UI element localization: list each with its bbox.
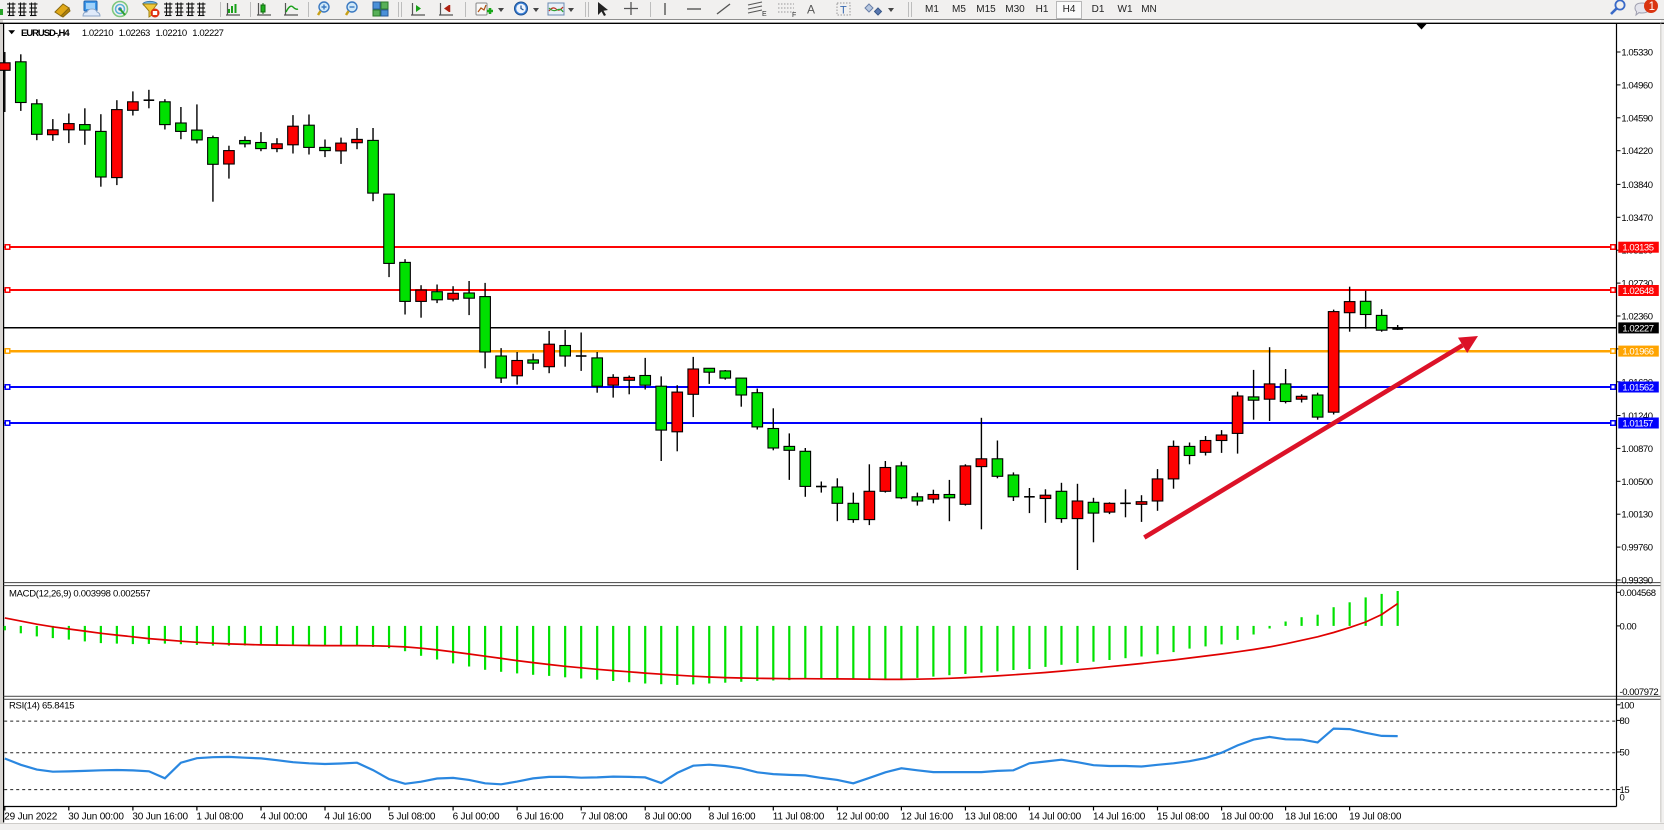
svg-text:1.04960: 1.04960 [1621,80,1652,91]
svg-text:1.00500: 1.00500 [1621,477,1652,488]
svg-text:1.02227: 1.02227 [1622,323,1653,334]
svg-text:18 Jul 16:00: 18 Jul 16:00 [1285,812,1338,823]
svg-text:12 Jul 16:00: 12 Jul 16:00 [901,812,954,823]
svg-text:1.03470: 1.03470 [1621,213,1652,224]
svg-text:14 Jul 16:00: 14 Jul 16:00 [1093,812,1146,823]
svg-text:11 Jul 08:00: 11 Jul 08:00 [773,812,825,823]
svg-text:6 Jul 16:00: 6 Jul 16:00 [517,812,564,823]
svg-text:F: F [792,12,796,19]
svg-text:1.03135: 1.03135 [1622,243,1653,254]
svg-text:14 Jul 00:00: 14 Jul 00:00 [1029,812,1082,823]
svg-text:RSI(14) 65.8415: RSI(14) 65.8415 [9,701,74,712]
svg-text:18 Jul 00:00: 18 Jul 00:00 [1221,812,1274,823]
svg-text:15 Jul 08:00: 15 Jul 08:00 [1157,812,1210,823]
svg-text:1: 1 [1649,1,1655,13]
svg-text:1.00130: 1.00130 [1621,510,1652,521]
svg-text:0: 0 [1620,793,1625,804]
svg-text:4 Jul 16:00: 4 Jul 16:00 [325,812,372,823]
svg-text:EURUSD-,H4: EURUSD-,H4 [21,28,70,39]
svg-text:4 Jul 00:00: 4 Jul 00:00 [261,812,308,823]
svg-text:29 Jun 2022: 29 Jun 2022 [4,812,57,823]
svg-text:80: 80 [1620,716,1630,727]
svg-text:A: A [807,3,815,17]
svg-text:12 Jul 00:00: 12 Jul 00:00 [837,812,890,823]
svg-text:1.02360: 1.02360 [1621,312,1652,323]
svg-text:1.01240: 1.01240 [1621,411,1652,422]
svg-text:E: E [762,11,767,18]
svg-text:0.99390: 0.99390 [1621,576,1652,587]
svg-text:1 Jul 08:00: 1 Jul 08:00 [196,812,243,823]
svg-text:0.004568: 0.004568 [1620,588,1656,599]
svg-text:1.04590: 1.04590 [1621,113,1652,124]
svg-text:6 Jul 00:00: 6 Jul 00:00 [453,812,500,823]
svg-text:19 Jul 08:00: 19 Jul 08:00 [1349,812,1402,823]
svg-text:8 Jul 00:00: 8 Jul 00:00 [645,812,692,823]
svg-text:1.01562: 1.01562 [1622,383,1653,394]
svg-text:30 Jun 16:00: 30 Jun 16:00 [132,812,188,823]
svg-text:15: 15 [1620,785,1630,796]
svg-text:8 Jul 16:00: 8 Jul 16:00 [709,812,756,823]
svg-text:5 Jul 08:00: 5 Jul 08:00 [389,812,436,823]
svg-text:30 Jun 00:00: 30 Jun 00:00 [68,812,124,823]
svg-text:0.99760: 0.99760 [1621,543,1652,554]
svg-text:1.01966: 1.01966 [1622,347,1653,358]
svg-text:13 Jul 08:00: 13 Jul 08:00 [965,812,1018,823]
svg-text:-0.007972: -0.007972 [1620,687,1659,698]
svg-text:50: 50 [1620,748,1630,759]
svg-text:1.01157: 1.01157 [1622,419,1653,430]
svg-text:1.03840: 1.03840 [1621,180,1652,191]
svg-text:MACD(12,26,9) 0.003998 0.00255: MACD(12,26,9) 0.003998 0.002557 [9,589,150,600]
svg-text:0.00: 0.00 [1620,621,1637,632]
svg-text:T: T [840,5,847,17]
svg-text:1.02730: 1.02730 [1621,279,1652,290]
svg-text:1.02648: 1.02648 [1622,286,1653,297]
svg-text:100: 100 [1620,700,1635,711]
svg-text:7 Jul 08:00: 7 Jul 08:00 [581,812,628,823]
svg-text:1.05330: 1.05330 [1621,48,1652,59]
svg-text:1.00870: 1.00870 [1621,444,1652,455]
svg-text:1.04220: 1.04220 [1621,146,1652,157]
